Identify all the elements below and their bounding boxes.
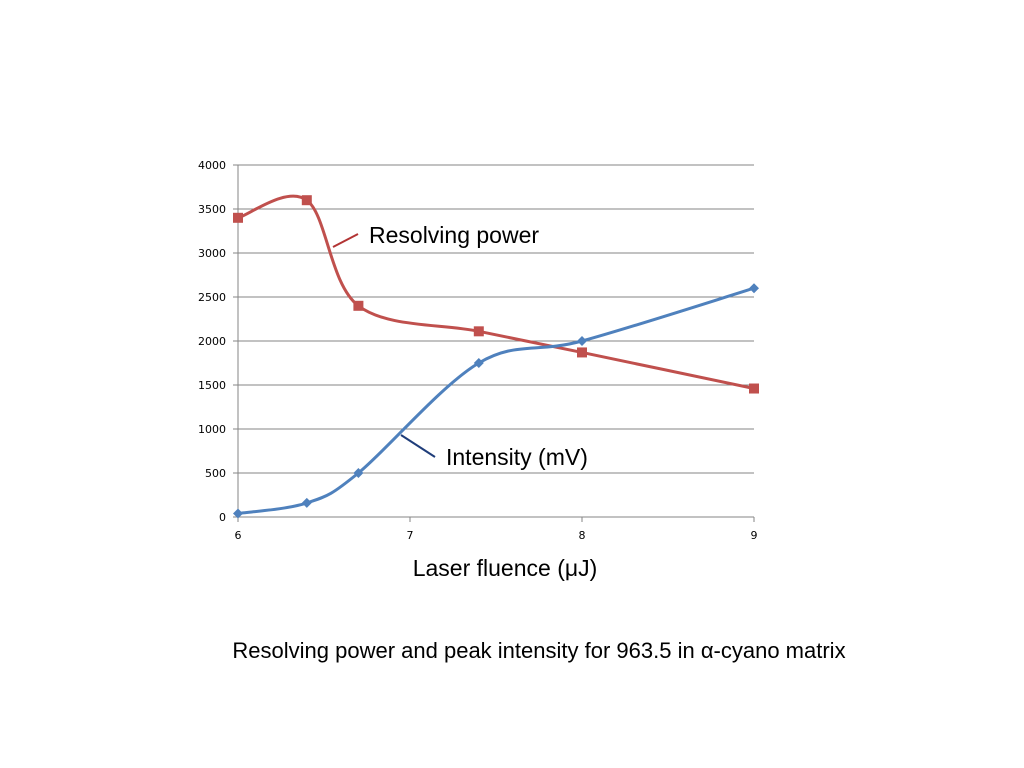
y-tick-label: 3500	[198, 203, 226, 216]
data-point-marker	[353, 300, 364, 311]
x-tick-label: 6	[235, 529, 242, 542]
data-point-marker	[473, 326, 484, 337]
annotation-resolving-power: Resolving power	[332, 222, 539, 248]
caption-suffix: -cyano matrix	[713, 638, 846, 663]
axes	[237, 165, 754, 518]
x-axis-title: Laser fluence (μJ)	[413, 555, 598, 581]
y-tick-label: 2000	[198, 335, 226, 348]
x-tick-label: 7	[407, 529, 414, 542]
x-tick-label: 9	[751, 529, 758, 542]
annotation-intensity: Intensity (mV)	[400, 434, 588, 470]
caption-prefix: Resolving power and peak intensity for 9…	[232, 638, 701, 663]
data-point-marker	[749, 383, 759, 394]
data-point-marker	[577, 347, 587, 358]
data-point-marker	[233, 212, 243, 223]
data-point-marker	[749, 283, 759, 294]
data-point-marker	[301, 195, 312, 206]
y-tick-label: 0	[219, 511, 226, 524]
data-point-marker	[577, 336, 587, 346]
data-point-marker	[233, 508, 243, 519]
annotation-label-intensity: Intensity (mV)	[446, 444, 588, 470]
gridlines	[233, 164, 755, 522]
y-tick-label: 1000	[198, 423, 226, 436]
series	[233, 194, 759, 519]
figure-caption: Resolving power and peak intensity for 9…	[0, 638, 1024, 664]
data-point-marker	[473, 358, 484, 368]
data-point-marker	[301, 497, 312, 508]
y-tick-label: 500	[205, 467, 226, 480]
annotation-pointer-resolving-power	[332, 233, 359, 248]
y-tick-label: 2500	[198, 291, 226, 304]
annotation-pointer-intensity	[400, 434, 436, 458]
series-resolving-power	[233, 194, 759, 394]
annotation-label-resolving-power: Resolving power	[369, 222, 539, 248]
x-tick-label: 8	[579, 529, 586, 542]
tick-labels: 0 500 1000 1500 2000 2500 3000 3500 4000 6 7 8 9	[198, 159, 758, 542]
y-tick-label: 4000	[198, 159, 226, 172]
series-line	[236, 286, 756, 515]
y-tick-label: 1500	[198, 379, 226, 392]
series-intensity	[233, 283, 759, 519]
data-point-marker	[353, 468, 364, 478]
caption-symbol: α	[700, 638, 714, 663]
y-tick-label: 3000	[198, 247, 226, 260]
